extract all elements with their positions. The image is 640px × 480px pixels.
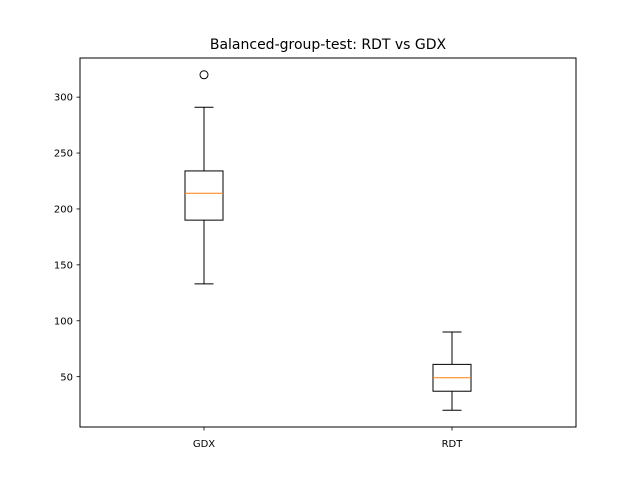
y-tick-label: 50 <box>60 372 73 383</box>
plot-area: 50 100 150 200 250 300 GDX RDT <box>54 57 577 450</box>
y-tick-label: 250 <box>54 149 73 160</box>
box-iqr <box>184 170 224 221</box>
y-tick-label: 100 <box>54 316 73 327</box>
y-tick-label: 300 <box>54 93 73 104</box>
outlier-point <box>199 70 209 80</box>
chart-title: Balanced-group-test: RDT vs GDX <box>210 37 447 53</box>
axes-frame <box>79 57 577 428</box>
y-tick-label: 200 <box>54 205 73 216</box>
x-tick-label: GDX <box>193 439 215 450</box>
x-tick-label: RDT <box>442 439 464 450</box>
y-tick-label: 150 <box>54 260 73 271</box>
